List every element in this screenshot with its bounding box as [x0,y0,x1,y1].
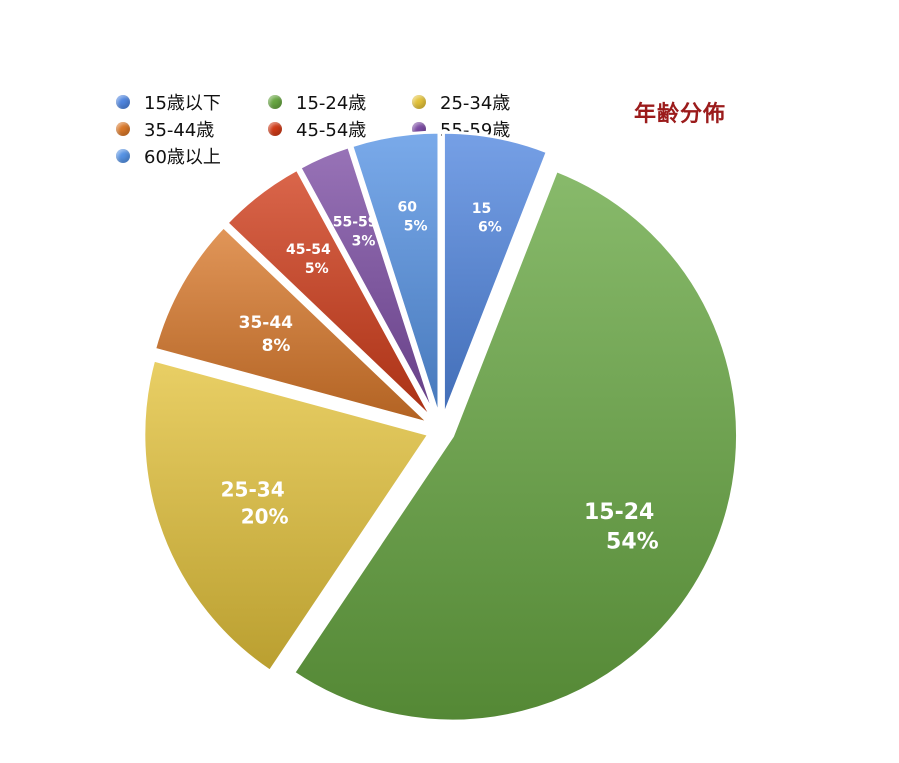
slice-value-35-44: 8% [262,336,291,356]
pie-slice-60-plus [349,130,441,418]
slice-label-15-24: 15-24 [584,500,654,525]
legend-item-35-44: 35-44歳 [116,116,268,142]
legend-label-15-24: 15-24歳 [296,93,367,114]
legend-label-60-plus: 60歳以上 [144,147,221,168]
chart-title: 年齢分佈 [634,102,727,127]
slice-label-25-34: 25-34 [221,477,285,501]
slice-label-under-15: 15 [472,201,491,217]
legend-item-60-plus: 60歳以上 [116,143,268,169]
legend-swatch-25-34 [412,95,426,109]
pie-slice-15-24 [291,168,739,723]
slice-value-60-plus: 5% [404,218,428,234]
pie-slices [142,130,739,723]
pie-slice-under-15 [441,130,550,418]
slice-label-60-plus: 60 [397,200,417,216]
pie-slice-25-34 [142,358,432,674]
legend-swatch-45-54 [268,122,282,136]
legend-swatch-60-plus [116,149,130,163]
slice-value-55-59: 3% [352,233,376,249]
pie-slice-45-54 [224,167,435,421]
pie-slice-55-59 [297,144,438,419]
legend-item-15-24: 15-24歳 [268,89,412,115]
slice-value-under-15: 6% [478,220,502,236]
legend-swatch-35-44 [116,122,130,136]
legend-label-45-54: 45-54歳 [296,120,367,141]
slice-value-45-54: 5% [305,261,329,277]
legend-label-25-34: 25-34歳 [440,93,511,114]
legend-item-45-54: 45-54歳 [268,116,412,142]
slice-value-25-34: 20% [241,504,289,528]
pie-labels: 15 6% 15-24 54% 25-34 20% 35-44 8% 45-54 5% 55-59 3… [221,200,659,555]
legend-label-35-44: 35-44歳 [144,120,215,141]
slice-label-35-44: 35-44 [239,313,294,333]
legend-swatch-15-24 [268,95,282,109]
legend-swatch-under-15 [116,95,130,109]
pie-slice-35-44 [152,224,431,426]
slice-label-55-59: 55-59 [333,215,378,231]
slice-label-45-54: 45-54 [286,242,331,258]
legend-item-under-15: 15歳以下 [116,89,268,115]
legend-item-25-34: 25-34歳 [412,89,522,115]
legend-label-under-15: 15歳以下 [144,93,221,114]
slice-value-15-24: 54% [606,529,659,554]
